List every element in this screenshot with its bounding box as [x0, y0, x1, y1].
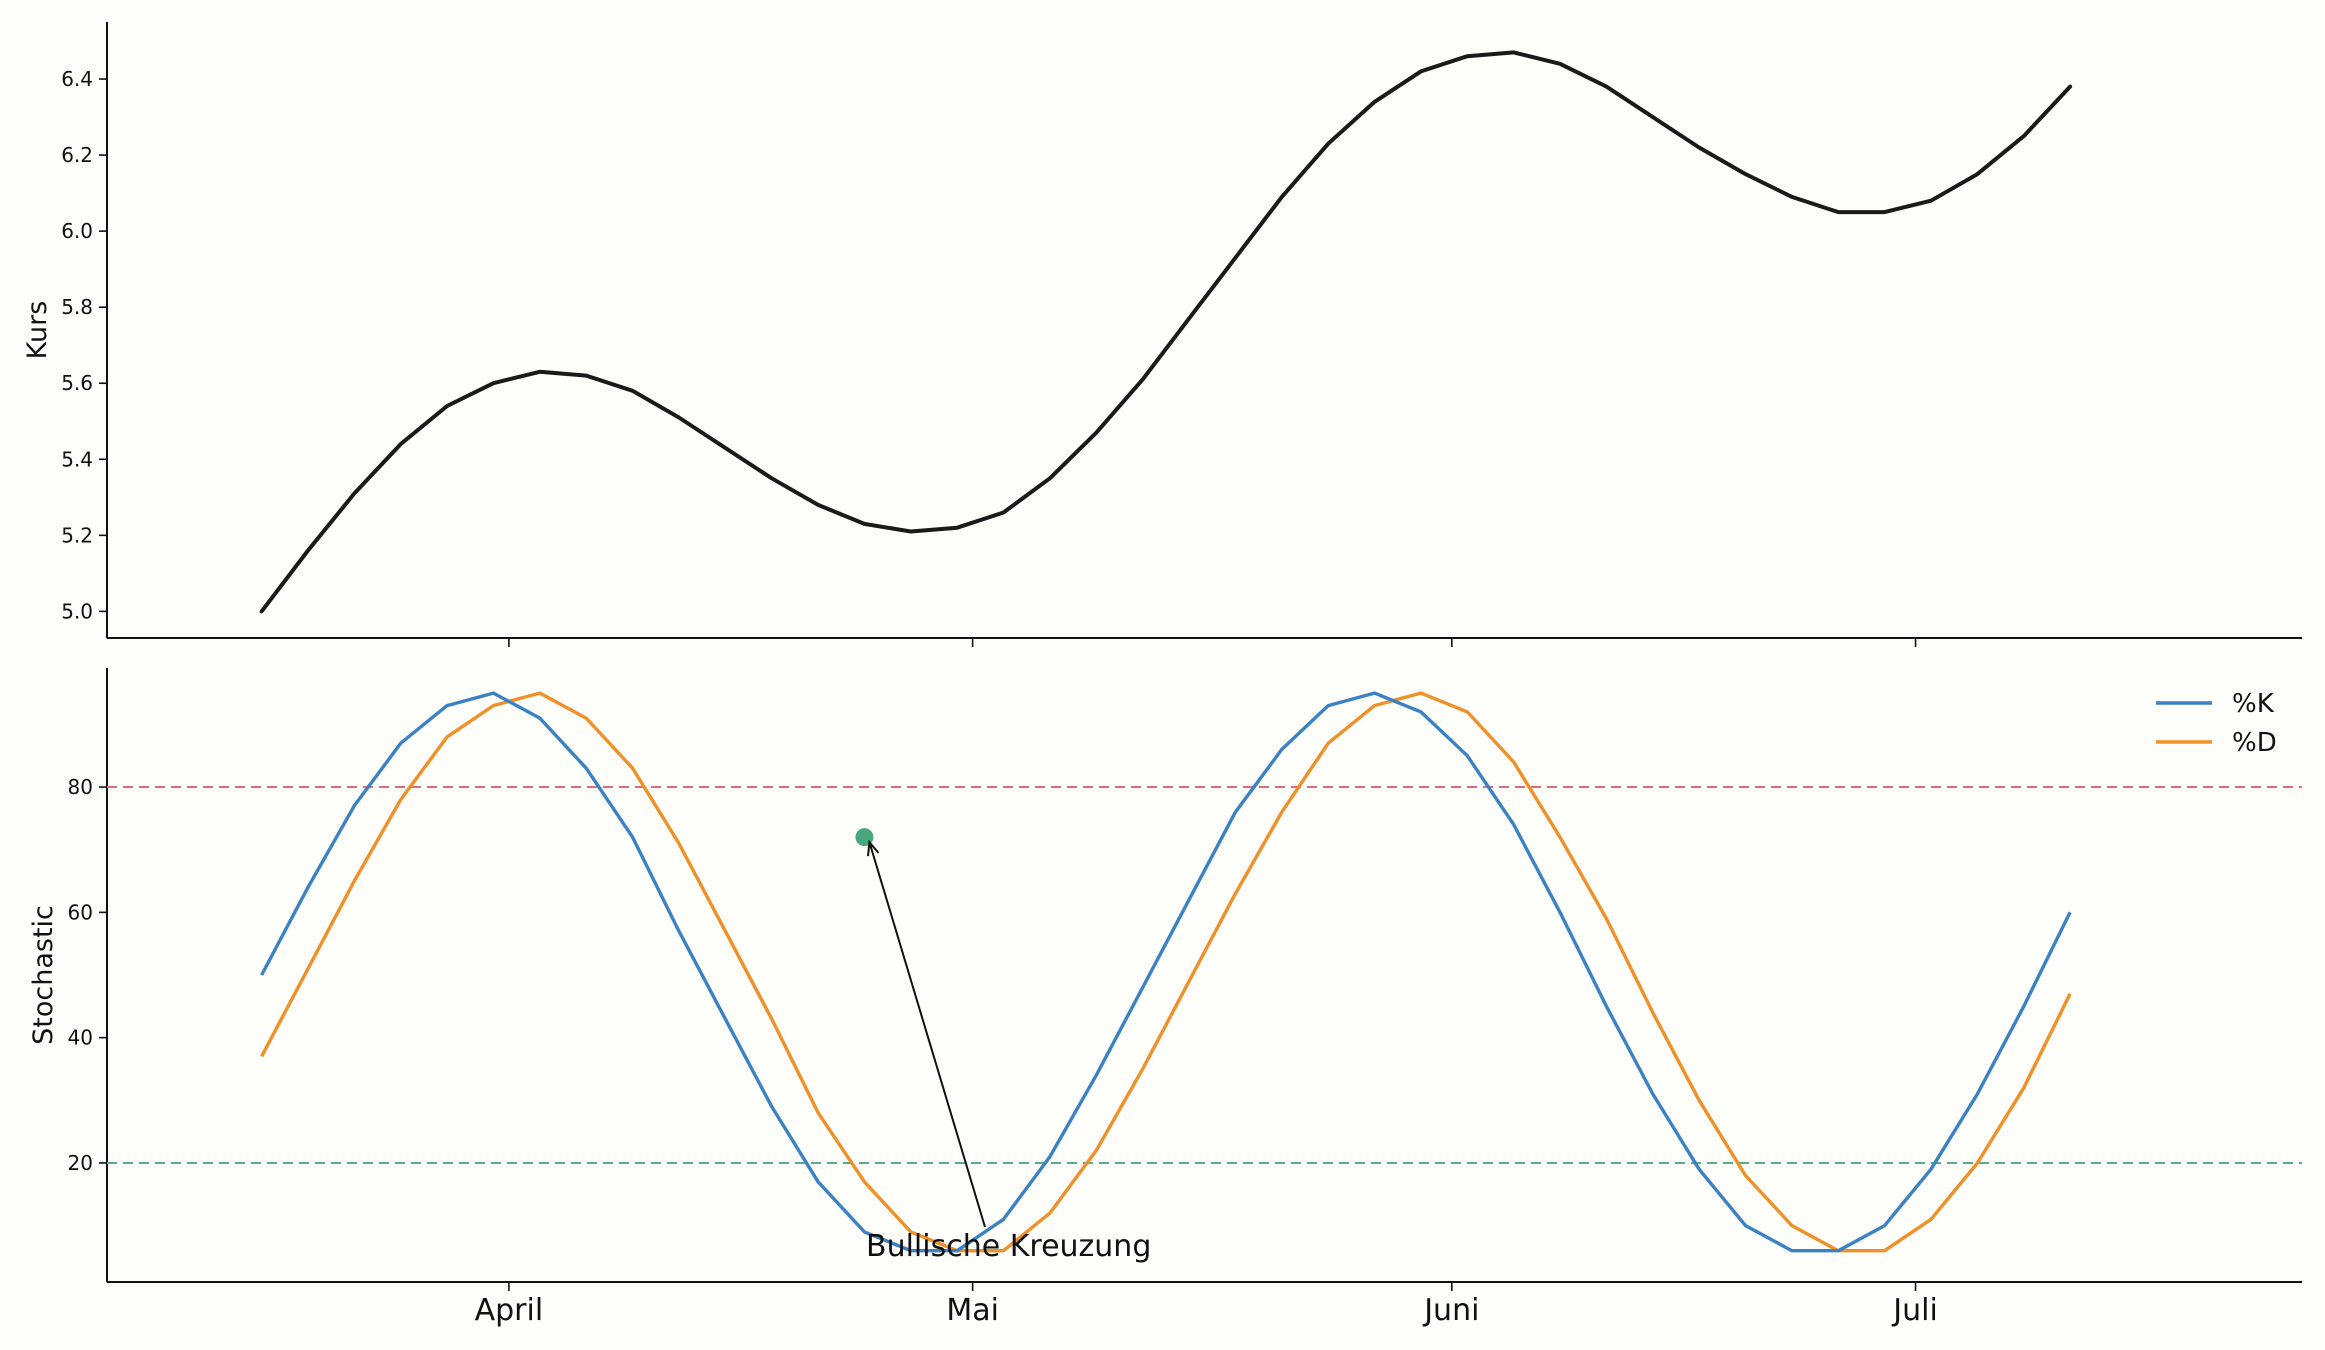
month-tick-label: Juni — [1422, 1293, 1479, 1328]
stochastic-panel: Stochastic 20 40 60 80 April Mai Juni Juli Bulli… — [28, 668, 2302, 1328]
price-y-tick-label: 5.6 — [61, 371, 93, 395]
price-line — [259, 50, 2073, 614]
month-tick-label: April — [475, 1293, 544, 1328]
price-y-tick-label: 6.0 — [61, 219, 93, 243]
month-tick-label: Juli — [1891, 1293, 1938, 1328]
stochastic-y-tick-label: 40 — [68, 1026, 93, 1050]
series-d-line — [260, 691, 2072, 1253]
month-tick-label: Mai — [946, 1293, 999, 1328]
price-y-tick-label: 5.8 — [61, 295, 93, 319]
price-y-tick-label: 5.2 — [61, 523, 93, 547]
legend-label-d: %D — [2232, 728, 2277, 758]
price-panel: Kurs 5.0 5.2 5.4 5.6 5.8 6.0 6.2 6.4 — [22, 22, 2302, 647]
price-y-tick-label: 6.2 — [61, 143, 93, 167]
stochastic-y-tick-label: 20 — [68, 1151, 93, 1175]
price-axis-title: Kurs — [22, 301, 53, 360]
annotation-arrowhead — [867, 839, 880, 857]
annotation-label: Bullische Kreuzung — [866, 1229, 1151, 1264]
stochastic-axis-title: Stochastic — [28, 905, 59, 1045]
price-y-tick-label: 6.4 — [61, 67, 93, 91]
price-y-tick-label: 5.0 — [61, 599, 93, 623]
legend: %K %D — [2156, 689, 2277, 758]
stochastic-y-tick-label: 80 — [68, 775, 93, 799]
price-y-tick-label: 5.4 — [61, 447, 93, 471]
legend-label-k: %K — [2232, 689, 2275, 719]
stochastic-y-tick-label: 60 — [68, 900, 93, 924]
series-k-line — [260, 691, 2072, 1253]
annotation-arrow — [868, 841, 986, 1228]
